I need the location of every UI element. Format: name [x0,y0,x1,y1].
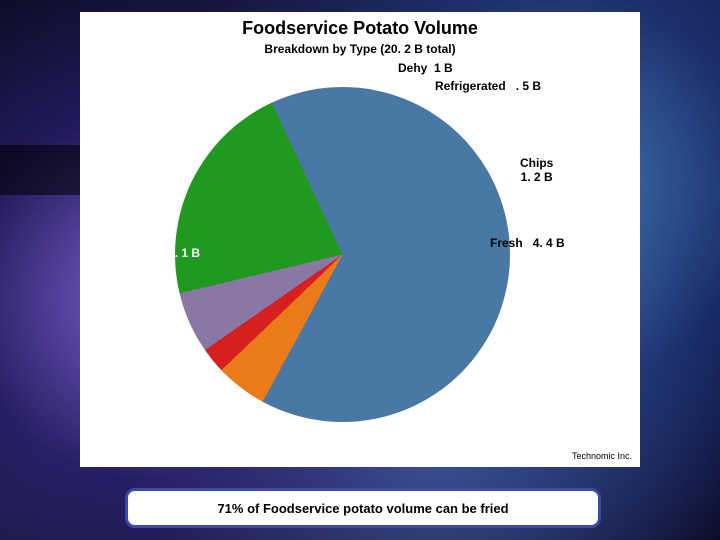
label-chips: Chips 1. 2 B [520,157,553,185]
decorative-band [0,145,80,195]
label-frozen: Frozen 13. 1 B [90,247,200,261]
attribution: Technomic Inc. [572,451,632,461]
label-frozen-name: Frozen [115,246,154,260]
label-fresh-value: 4. 4 B [533,236,565,250]
label-refrigerated-name: Refrigerated [435,79,506,93]
label-refrigerated-value: . 5 B [516,79,541,93]
label-chips-name: Chips [520,156,553,170]
label-dehy: Dehy 1 B [398,62,453,76]
label-fresh: Fresh 4. 4 B [490,237,565,251]
label-chips-value: 1. 2 B [521,170,553,184]
label-refrigerated: Refrigerated . 5 B [435,80,541,94]
label-dehy-value: 1 B [434,61,453,75]
caption-text: 71% of Foodservice potato volume can be … [217,501,508,516]
pie-graphic [175,87,510,422]
slide-background: Foodservice Potato Volume Breakdown by T… [0,0,720,540]
label-dehy-name: Dehy [398,61,427,75]
pie-chart [175,87,510,422]
caption-box: 71% of Foodservice potato volume can be … [125,488,601,528]
label-frozen-value: 13. 1 B [161,246,200,260]
label-fresh-name: Fresh [490,236,523,250]
chart-subtitle: Breakdown by Type (20. 2 B total) [80,42,640,56]
chart-card: Foodservice Potato Volume Breakdown by T… [80,12,640,467]
chart-title: Foodservice Potato Volume [80,18,640,39]
